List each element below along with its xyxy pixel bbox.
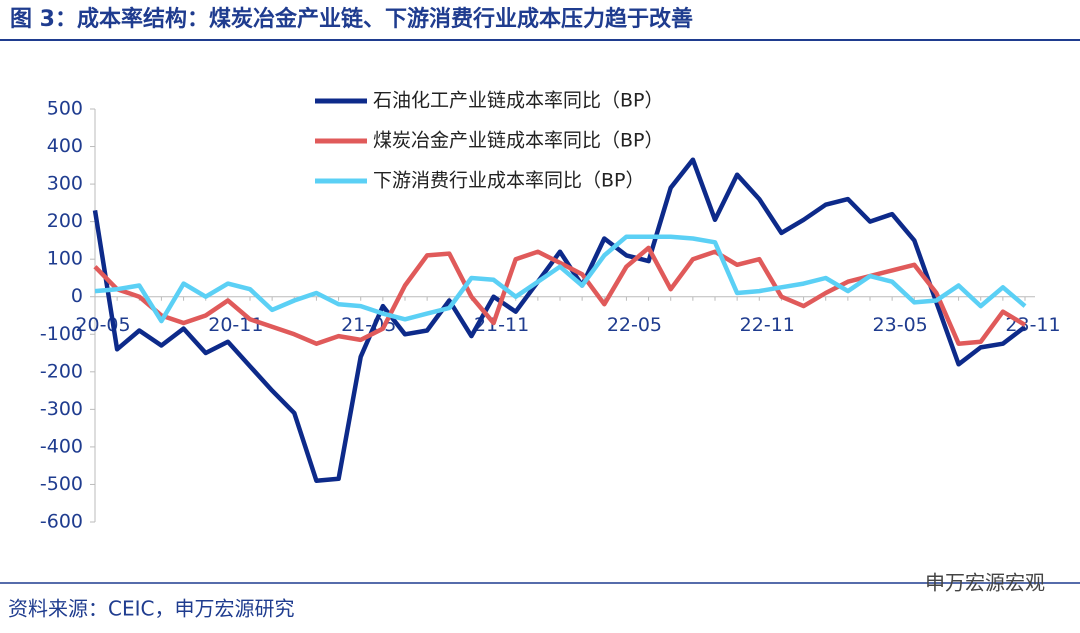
x-tick-label: 23-05 — [873, 314, 928, 336]
y-tick-label: -400 — [40, 435, 83, 457]
legend-label: 煤炭冶金产业链成本率同比（BP） — [373, 130, 664, 152]
y-tick-label: -500 — [40, 473, 83, 495]
series-line — [94, 234, 1027, 324]
y-tick-label: 200 — [47, 210, 83, 232]
y-tick-label: 500 — [47, 98, 83, 120]
y-tick-label: -600 — [40, 511, 83, 533]
x-tick-label: 20-11 — [208, 314, 263, 336]
legend-label: 下游消费行业成本率同比（BP） — [373, 170, 645, 192]
series-line — [92, 157, 1027, 483]
y-tick-label: 400 — [47, 135, 83, 157]
legend-label: 石油化工产业链成本率同比（BP） — [373, 90, 664, 112]
chart-title: 图 3：成本率结构：煤炭冶金产业链、下游消费行业成本压力趋于改善 — [10, 6, 693, 32]
x-tick-label: 22-11 — [740, 314, 795, 336]
y-tick-label: 100 — [47, 248, 83, 270]
x-tick-label: 20-05 — [75, 314, 130, 336]
y-tick-label: -200 — [40, 360, 83, 382]
x-tick-label: 21-11 — [474, 314, 529, 336]
y-tick-label: -100 — [40, 323, 83, 345]
y-tick-label: 0 — [71, 285, 83, 307]
x-tick-label: 22-05 — [607, 314, 662, 336]
y-tick-label: 300 — [47, 173, 83, 195]
y-tick-label: -300 — [40, 398, 83, 420]
watermark: 申万宏源宏观 — [925, 571, 1045, 595]
source-note: 资料来源：CEIC，申万宏源研究 — [8, 597, 294, 621]
